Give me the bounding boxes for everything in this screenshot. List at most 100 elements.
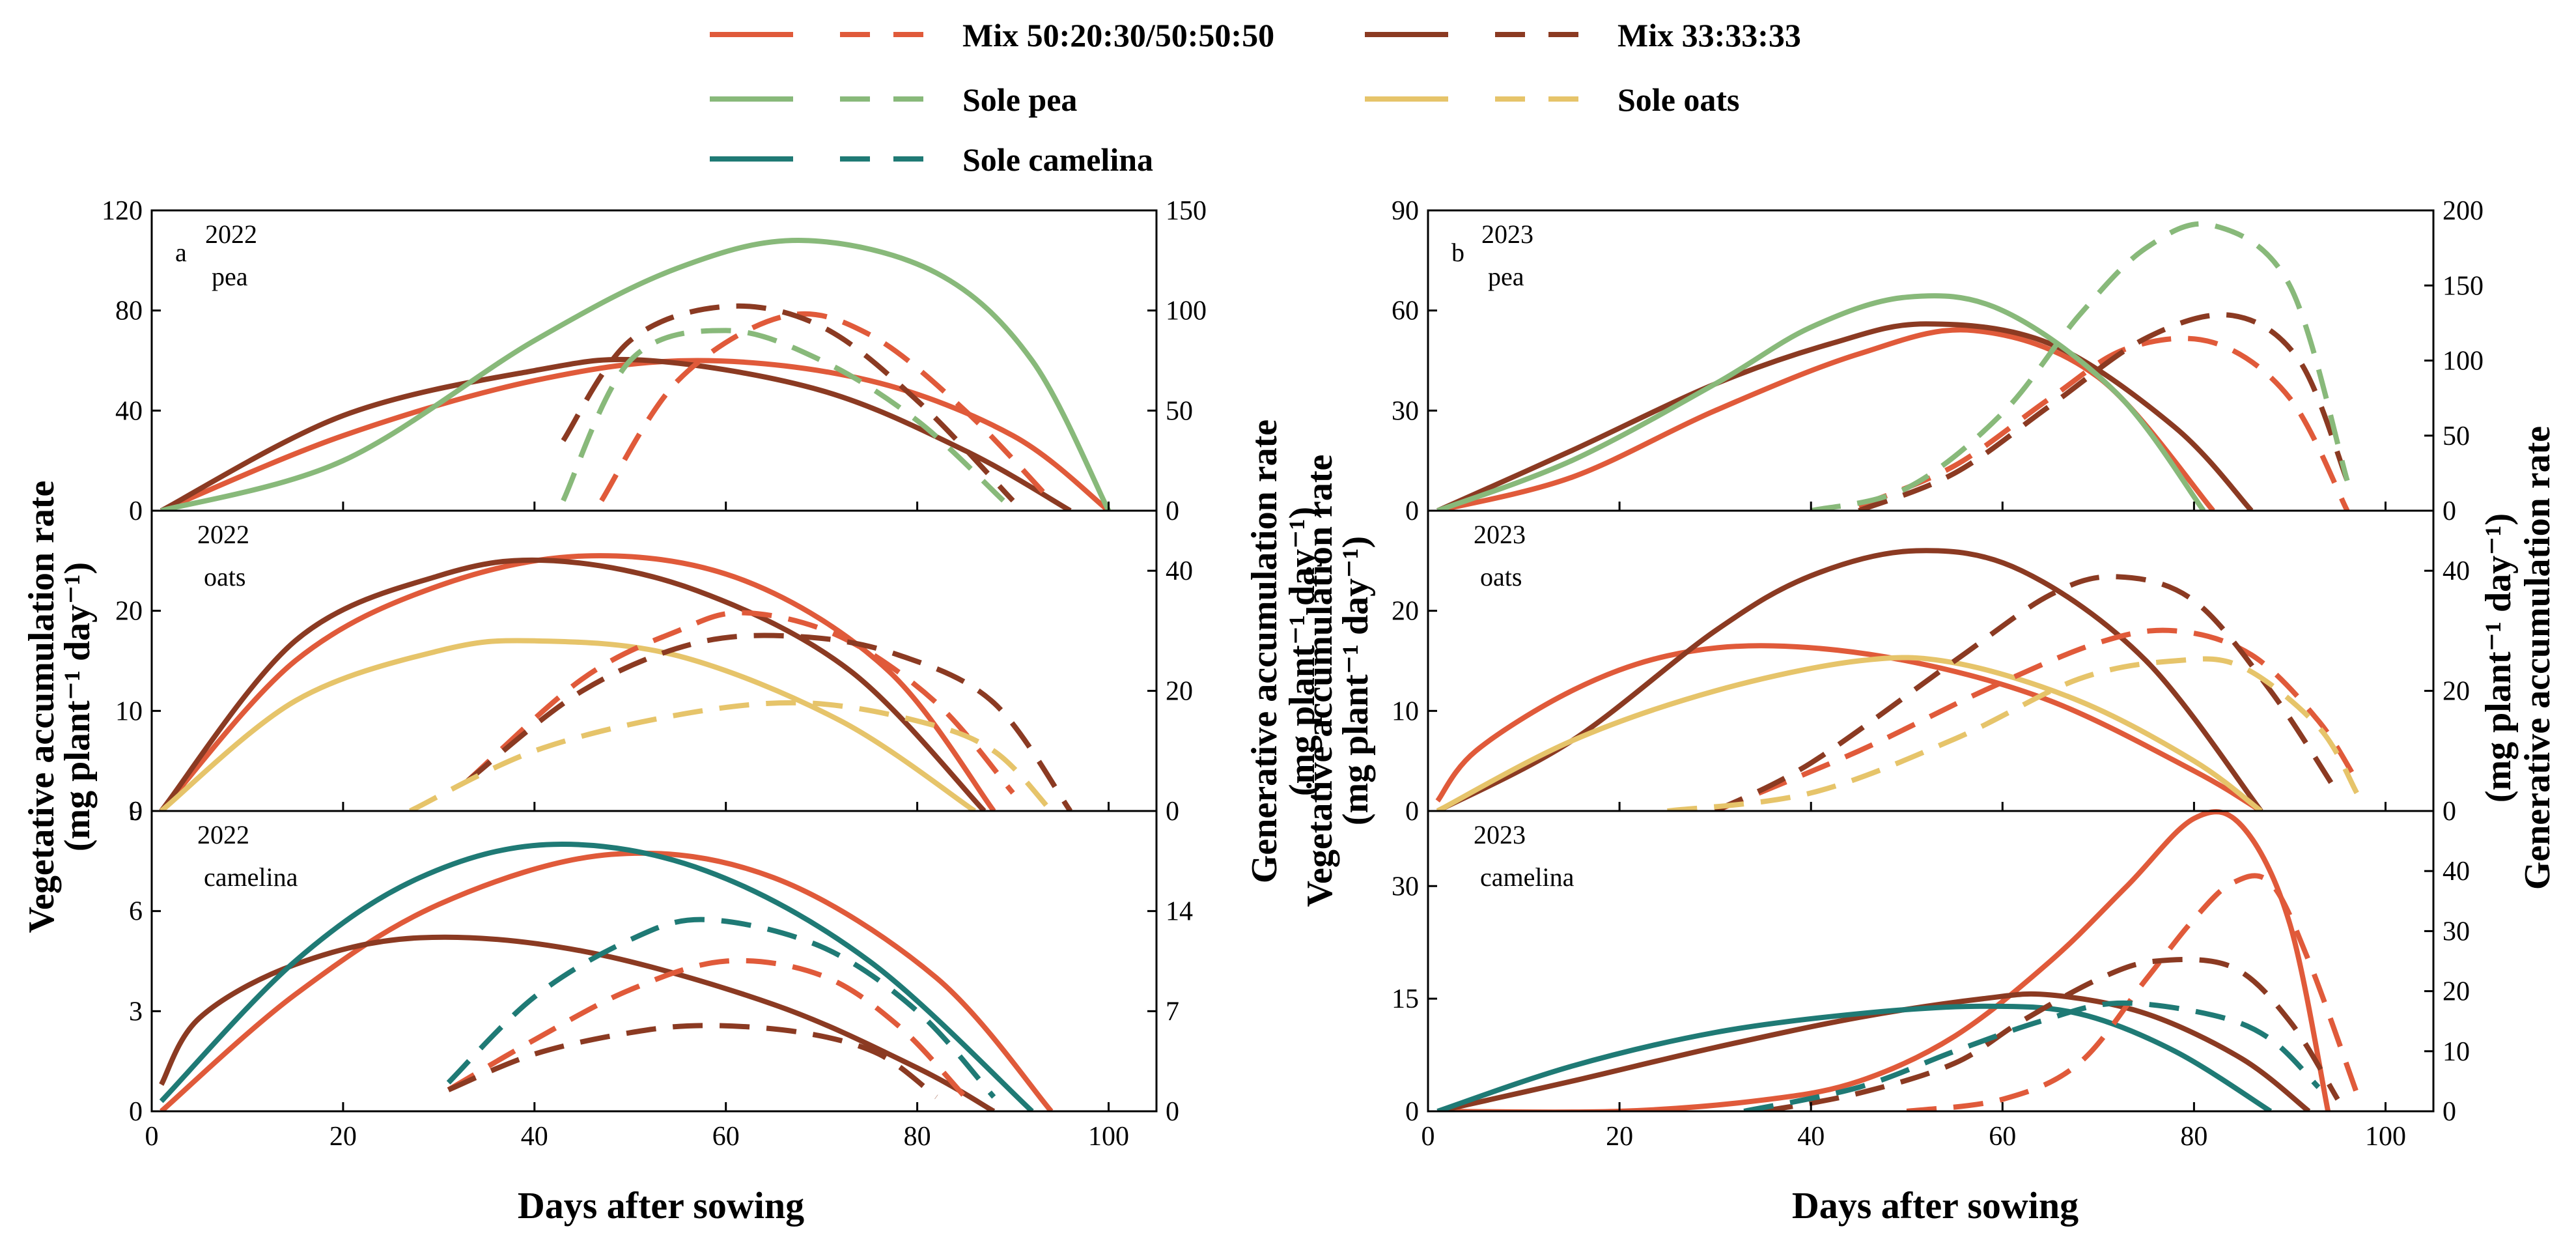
vegetative-axis-label-b: Vegetative accumulation rate [1300,455,1340,907]
y-right-tick-label: 20 [2443,677,2470,707]
series-group [1436,809,2360,1111]
y-left-tick-label: 10 [115,696,143,726]
x-axis-label-left: Days after sowing [518,1184,804,1227]
panel-frame [1427,810,2435,1113]
x-tick-label: 0 [145,1122,159,1152]
panel-crop-label: camelina [1480,862,1575,892]
series-vegetative-mix-50-20-30-50-50-50 [1436,327,2215,511]
y-left-tick-label: 0 [129,496,143,526]
y-right-tick-label: 100 [1166,296,1207,326]
series-generative-mix-50-20-30-50-50-50 [447,958,968,1099]
generative-axis-label-b: Generative accumulation rate [2517,426,2558,890]
series-generative-sole-camelina [446,917,996,1099]
y-left-tick-label: 0 [1405,797,1419,827]
x-tick-label: 100 [2365,1122,2406,1152]
series-group [1435,548,2359,811]
panel-2023-oats: 0 10 20 0 20 40 2023 oats [1392,509,2470,827]
legend-item-mix-33: Mix 33:33:33 [1365,17,1801,53]
y-left-tick-label: 15 [1392,984,1419,1014]
y-left-tick-label: 3 [129,997,143,1027]
series-vegetative-sole-pea [160,238,1112,511]
series-vegetative-sole-pea [1436,293,2206,511]
panel-crop-label: camelina [204,862,298,892]
y-right-tick-label: 0 [1166,496,1179,526]
y-left-tick-label: 0 [129,797,143,827]
y-left-tick-label: 0 [129,1097,143,1127]
x-tick-label: 60 [1989,1122,2016,1152]
series-group [160,238,1112,511]
legend-item-sole-camelina: Sole camelina [710,141,1153,178]
y-right-tick-label: 150 [1166,196,1207,226]
panel-2022-oats: 0 10 20 0 20 40 2022 oats [115,509,1193,827]
series-generative-mix-50-20-30-50-50-50 [1906,873,2360,1111]
panel-crop-label: oats [1480,562,1522,591]
y-left-tick-label: 30 [1392,872,1419,902]
panel-letter: b [1451,238,1464,267]
panel-year-label: 2023 [1474,820,1526,849]
x-tick-label: 20 [1606,1122,1633,1152]
x-tick-label: 100 [1088,1122,1129,1152]
panel-year-label: 2022 [197,520,249,549]
series-vegetative-mix-50-20-30-50-50-50 [160,850,1054,1111]
y-left-tick-label: 40 [115,396,143,426]
series-generative-mix-33-33-33 [447,1023,938,1100]
series-vegetative-sole-oats [1436,655,2263,811]
x-tick-label: 60 [712,1122,740,1152]
panel-year-label: 2023 [1474,520,1526,549]
y-right-tick-label: 0 [2443,496,2456,526]
legend-label-mix-33: Mix 33:33:33 [1617,17,1801,53]
left-y-label-group-b: Vegetative accumulation rate (mg plant⁻¹… [1300,455,1376,907]
y-left-tick-label: 0 [1405,1097,1419,1127]
y-right-tick-label: 50 [1166,396,1193,426]
y-left-tick-label: 9 [129,797,143,827]
series-vegetative-mix-33-33-33 [1436,548,2263,811]
legend-item-sole-pea: Sole pea [710,81,1077,118]
panel-frame [150,509,1158,812]
series-vegetative-mix-33-33-33 [1436,321,2254,511]
y-left-tick-label: 60 [1392,296,1419,326]
x-tick-label: 80 [904,1122,931,1152]
vegetative-axis-unit-a: (mg plant⁻¹ day⁻¹) [57,562,98,851]
legend: Mix 50:20:30/50:50:50 Mix 33:33:33 Sole … [710,17,1801,178]
series-vegetative-mix-50-20-30-50-50-50 [159,553,996,811]
legend-label-sole-pea: Sole pea [962,81,1077,118]
panel-crop-label: pea [1488,262,1524,291]
series-vegetative-mix-50-20-30-50-50-50 [160,358,1110,511]
y-left-tick-label: 120 [102,196,143,226]
y-right-tick-label: 40 [1166,556,1193,586]
series-generative-sole-pea [561,328,1005,503]
series-generative-mix-50-20-30-50-50-50 [599,311,1054,503]
x-axis-label-right: Days after sowing [1792,1184,2079,1227]
y-right-tick-label: 150 [2443,271,2484,301]
generative-axis-label-a: Generative accumulation rate [1244,419,1285,883]
y-left-tick-label: 80 [115,296,143,326]
panel-year-label: 2023 [1481,220,1533,249]
y-left-tick-label: 10 [1392,696,1419,726]
vegetative-axis-unit-b: (mg plant⁻¹ day⁻¹) [1336,536,1376,825]
y-left-tick-label: 20 [1392,597,1419,627]
y-right-tick-label: 200 [2443,196,2484,226]
y-right-tick-label: 0 [1166,1097,1179,1127]
panel-2023-pea: 0 30 60 90 0 50 100 150 200 b 2023 pea [1392,196,2484,526]
legend-item-mix-50: Mix 50:20:30/50:50:50 [710,17,1274,53]
panel-frame [1427,209,2435,512]
y-right-tick-label: 0 [2443,1097,2456,1127]
series-generative-mix-33-33-33 [1762,956,2340,1111]
series-group [1436,221,2350,511]
series-generative-mix-33-33-33 [561,303,1015,503]
right-y-label-group-b: Generative accumulation rate (mg plant⁻¹… [2478,426,2558,890]
y-right-tick-label: 40 [2443,857,2470,887]
panels: 04080120050100150a2022pea01020020402022o… [102,196,2484,1152]
series-generative-mix-50-20-30-50-50-50 [1858,335,2350,511]
panel-2023-camelina: 0 20 40 60 80 100 0 15 30 0 10 20 30 40 2023 camelina [1392,809,2470,1152]
y-right-tick-label: 100 [2443,347,2484,377]
vegetative-axis-label-a: Vegetative accumulation rate [21,481,62,933]
y-right-tick-label: 30 [2443,917,2470,946]
x-tick-label: 40 [1797,1122,1825,1152]
y-right-tick-label: 20 [1166,677,1193,707]
series-vegetative-sole-camelina [1436,1003,2273,1111]
series-vegetative-sole-oats [160,638,977,811]
panel-crop-label: oats [204,562,245,591]
legend-item-sole-oats: Sole oats [1365,81,1740,118]
